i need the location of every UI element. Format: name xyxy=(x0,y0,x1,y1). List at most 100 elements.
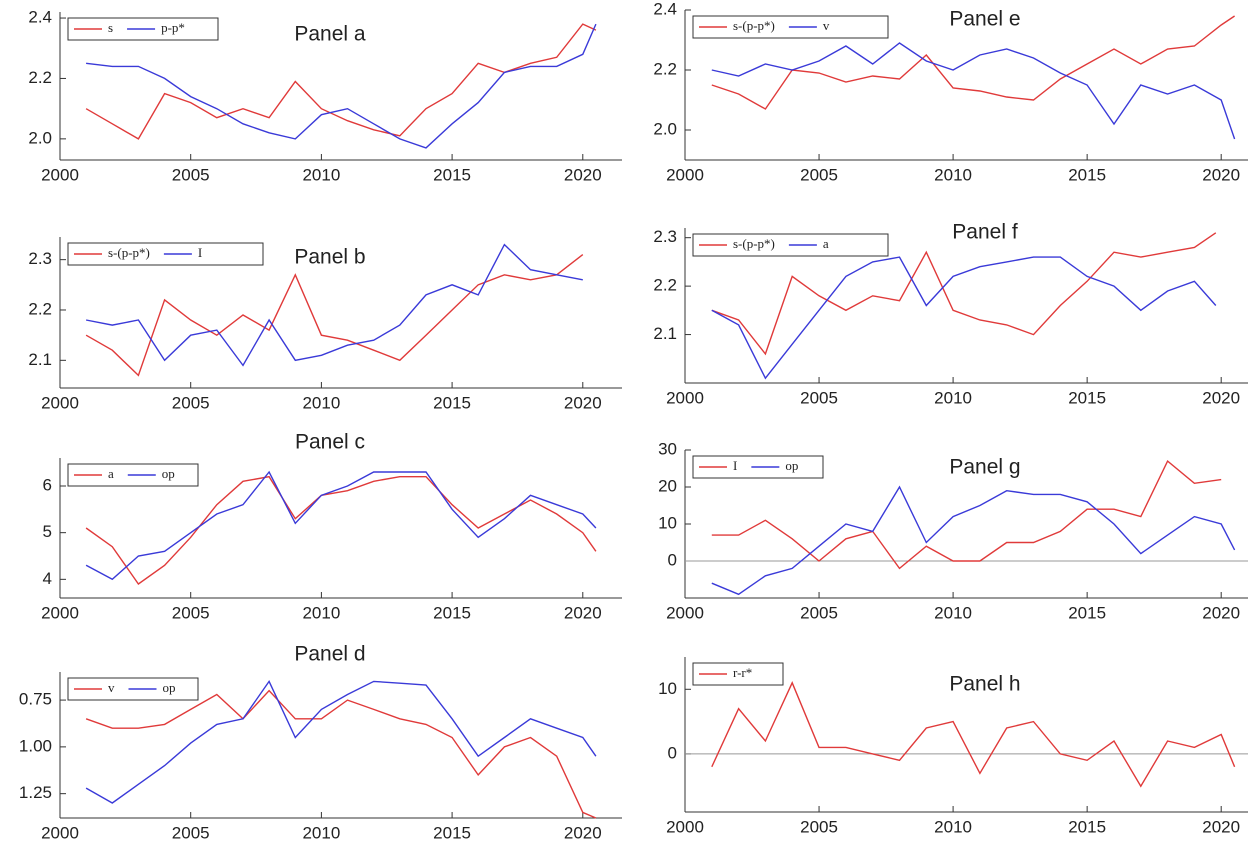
legend-label: s-(p-p*) xyxy=(733,18,775,33)
y-tick-label: 30 xyxy=(658,439,677,458)
x-tick-label: 2005 xyxy=(800,603,838,622)
legend-label: a xyxy=(108,466,114,481)
x-tick-label: 2015 xyxy=(1068,603,1106,622)
legend-label: op xyxy=(163,680,176,695)
series-line xyxy=(85,243,583,367)
x-tick-label: 2005 xyxy=(172,823,210,842)
x-tick-label: 2020 xyxy=(1202,388,1240,407)
y-tick-label: 2.3 xyxy=(653,227,677,246)
x-tick-label: 2010 xyxy=(302,603,340,622)
x-tick-label: 2005 xyxy=(800,817,838,836)
y-tick-label: 2.1 xyxy=(28,350,52,369)
series-line xyxy=(85,23,597,140)
series-line xyxy=(711,485,1236,596)
x-tick-label: 2020 xyxy=(564,603,602,622)
legend-label: s-(p-p*) xyxy=(733,236,775,251)
y-tick-label: 2.3 xyxy=(28,249,52,268)
y-tick-label: 2.2 xyxy=(28,68,52,87)
legend-label: v xyxy=(108,680,115,695)
legend-label: op xyxy=(162,466,175,481)
x-tick-label: 2015 xyxy=(433,393,471,412)
panel-title: Panel d xyxy=(294,643,365,666)
y-tick-label: 10 xyxy=(658,513,677,532)
y-tick-label: 2.2 xyxy=(28,299,52,318)
legend-label: s-(p-p*) xyxy=(108,245,150,260)
y-tick-label: 1.00 xyxy=(19,736,52,755)
legend-box xyxy=(692,662,784,686)
x-tick-label: 2005 xyxy=(800,388,838,407)
x-tick-label: 2010 xyxy=(934,817,972,836)
x-tick-label: 2005 xyxy=(172,165,210,184)
series-line xyxy=(711,256,1217,380)
series-line xyxy=(711,42,1236,140)
legend-label: s xyxy=(108,20,113,35)
x-tick-label: 2010 xyxy=(934,388,972,407)
x-tick-label: 2010 xyxy=(302,393,340,412)
x-tick-label: 2020 xyxy=(564,393,602,412)
y-tick-label: 0 xyxy=(668,550,677,569)
x-tick-label: 2020 xyxy=(564,165,602,184)
legend-label: op xyxy=(785,458,798,473)
series-line xyxy=(711,15,1235,110)
legend-label: a xyxy=(823,236,829,251)
y-tick-label: 6 xyxy=(43,475,52,494)
y-tick-label: 20 xyxy=(658,476,677,495)
x-tick-label: 2010 xyxy=(934,165,972,184)
panel-title: Panel g xyxy=(949,456,1020,479)
panel-title: Panel e xyxy=(949,8,1020,31)
panel-title: Panel f xyxy=(952,221,1018,244)
series-line xyxy=(85,689,597,819)
x-tick-label: 2015 xyxy=(433,165,471,184)
x-tick-label: 2020 xyxy=(1202,165,1240,184)
series-line xyxy=(85,254,584,377)
y-tick-label: 2.2 xyxy=(653,276,677,295)
x-tick-label: 2020 xyxy=(564,823,602,842)
x-tick-label: 2005 xyxy=(172,393,210,412)
x-tick-label: 2000 xyxy=(666,388,704,407)
x-tick-label: 2020 xyxy=(1202,603,1240,622)
y-tick-label: 2.4 xyxy=(653,0,677,18)
y-tick-label: 0 xyxy=(668,743,677,762)
x-tick-label: 2000 xyxy=(666,603,704,622)
x-tick-label: 2000 xyxy=(41,603,79,622)
y-tick-label: 4 xyxy=(43,569,52,588)
y-tick-label: 2.1 xyxy=(653,324,677,343)
y-tick-label: 2.2 xyxy=(653,59,677,78)
x-tick-label: 2005 xyxy=(172,603,210,622)
x-tick-label: 2010 xyxy=(302,165,340,184)
x-tick-label: 2015 xyxy=(1068,388,1106,407)
series-line xyxy=(85,680,597,804)
x-tick-label: 2000 xyxy=(41,393,79,412)
series-line xyxy=(85,475,597,585)
panel-title: Panel h xyxy=(949,673,1020,696)
x-tick-label: 2015 xyxy=(433,823,471,842)
y-tick-label: 2.4 xyxy=(28,8,52,27)
series-line xyxy=(85,470,597,581)
x-tick-label: 2000 xyxy=(666,165,704,184)
x-tick-label: 2010 xyxy=(934,603,972,622)
series-line xyxy=(86,23,597,149)
legend-label: I xyxy=(198,245,202,260)
series-line xyxy=(711,459,1222,570)
x-tick-label: 2010 xyxy=(302,823,340,842)
x-tick-label: 2000 xyxy=(41,823,79,842)
x-tick-label: 2005 xyxy=(800,165,838,184)
x-tick-label: 2015 xyxy=(1068,165,1106,184)
panel-title: Panel c xyxy=(295,431,365,454)
legend-label: p-p* xyxy=(161,20,185,35)
legend-label: r-r* xyxy=(733,665,752,680)
panel-title: Panel a xyxy=(294,23,366,46)
x-tick-label: 2000 xyxy=(666,817,704,836)
y-tick-label: 1.25 xyxy=(19,783,52,802)
x-tick-label: 2015 xyxy=(1068,817,1106,836)
y-tick-label: 0.75 xyxy=(19,690,52,709)
x-tick-label: 2020 xyxy=(1202,817,1240,836)
series-line xyxy=(711,681,1236,788)
x-tick-label: 2015 xyxy=(433,603,471,622)
series-line xyxy=(711,232,1217,356)
y-tick-label: 5 xyxy=(43,522,52,541)
x-tick-label: 2000 xyxy=(41,165,79,184)
panel-title: Panel b xyxy=(294,246,365,269)
y-tick-label: 2.0 xyxy=(28,128,52,147)
